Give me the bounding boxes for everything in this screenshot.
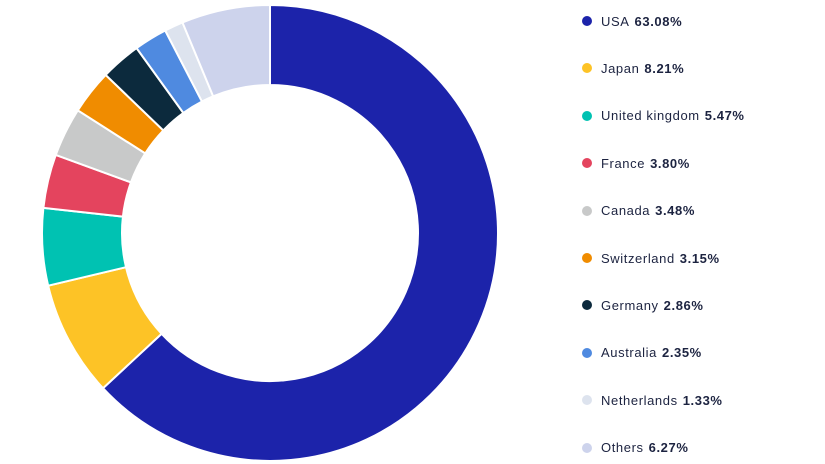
legend-value: 1.33% xyxy=(682,392,723,408)
legend-value: 6.27% xyxy=(648,440,689,456)
legend-swatch xyxy=(582,63,592,74)
legend-value: 2.86% xyxy=(663,297,704,313)
legend-swatch xyxy=(582,110,592,121)
legend-label: USA xyxy=(601,13,630,29)
legend-label: Germany xyxy=(601,297,659,313)
legend-item-australia: Australia 2.35% xyxy=(582,343,702,363)
legend-item-germany: Germany 2.86% xyxy=(582,295,704,315)
legend-item-switzerland: Switzerland 3.15% xyxy=(582,248,720,268)
legend-item-canada: Canada 3.48% xyxy=(582,201,695,221)
legend-swatch xyxy=(582,395,592,406)
legend-label: Netherlands xyxy=(601,392,678,408)
legend-value: 5.47% xyxy=(704,108,745,124)
legend-label: Switzerland xyxy=(601,250,675,266)
legend-swatch xyxy=(582,158,592,169)
legend-swatch xyxy=(582,442,592,453)
legend-value: 63.08% xyxy=(634,13,683,29)
legend-item-japan: Japan 8.21% xyxy=(582,58,684,78)
legend-value: 2.35% xyxy=(661,345,702,361)
legend-value: 3.15% xyxy=(679,250,720,266)
legend-swatch xyxy=(582,16,592,26)
legend-swatch xyxy=(582,300,592,311)
chart-legend: USA 63.08% Japan 8.21% United kingdom 5.47% Fr… xyxy=(582,0,822,464)
donut-chart xyxy=(41,3,499,462)
legend-label: Others xyxy=(601,440,644,456)
legend-swatch xyxy=(582,347,592,358)
legend-value: 8.21% xyxy=(644,60,685,76)
legend-label: Australia xyxy=(601,345,657,361)
legend-item-united-kingdom: United kingdom 5.47% xyxy=(582,106,745,126)
legend-item-others: Others 6.27% xyxy=(582,438,689,458)
legend-label: Japan xyxy=(601,60,640,76)
pie-slice-usa xyxy=(101,3,499,462)
pie-slice-others xyxy=(181,3,271,98)
legend-item-usa: USA 63.08% xyxy=(582,11,682,31)
legend-value: 3.80% xyxy=(650,155,690,171)
legend-item-netherlands: Netherlands 1.33% xyxy=(582,390,723,410)
legend-label: United kingdom xyxy=(601,108,700,124)
legend-swatch xyxy=(582,205,592,216)
legend-label: Canada xyxy=(601,203,651,219)
legend-label: France xyxy=(601,155,646,171)
legend-swatch xyxy=(582,253,592,263)
legend-item-france: France 3.80% xyxy=(582,153,690,173)
legend-value: 3.48% xyxy=(655,203,696,219)
